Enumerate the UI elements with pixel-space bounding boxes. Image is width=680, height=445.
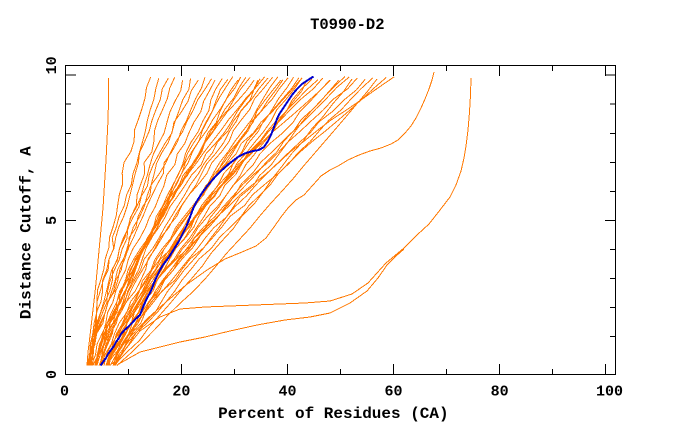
svg-text:0: 0 — [60, 383, 69, 400]
svg-text:5: 5 — [44, 216, 61, 225]
svg-text:Distance Cutoff, A: Distance Cutoff, A — [18, 146, 36, 319]
svg-text:40: 40 — [278, 383, 296, 400]
svg-text:10: 10 — [44, 56, 61, 74]
svg-text:20: 20 — [172, 383, 190, 400]
svg-text:0: 0 — [44, 370, 61, 379]
svg-text:80: 80 — [491, 383, 509, 400]
svg-text:100: 100 — [596, 383, 623, 400]
svg-text:T0990-D2: T0990-D2 — [310, 16, 384, 34]
svg-text:Percent of Residues (CA): Percent of Residues (CA) — [218, 405, 448, 423]
svg-text:60: 60 — [385, 383, 403, 400]
